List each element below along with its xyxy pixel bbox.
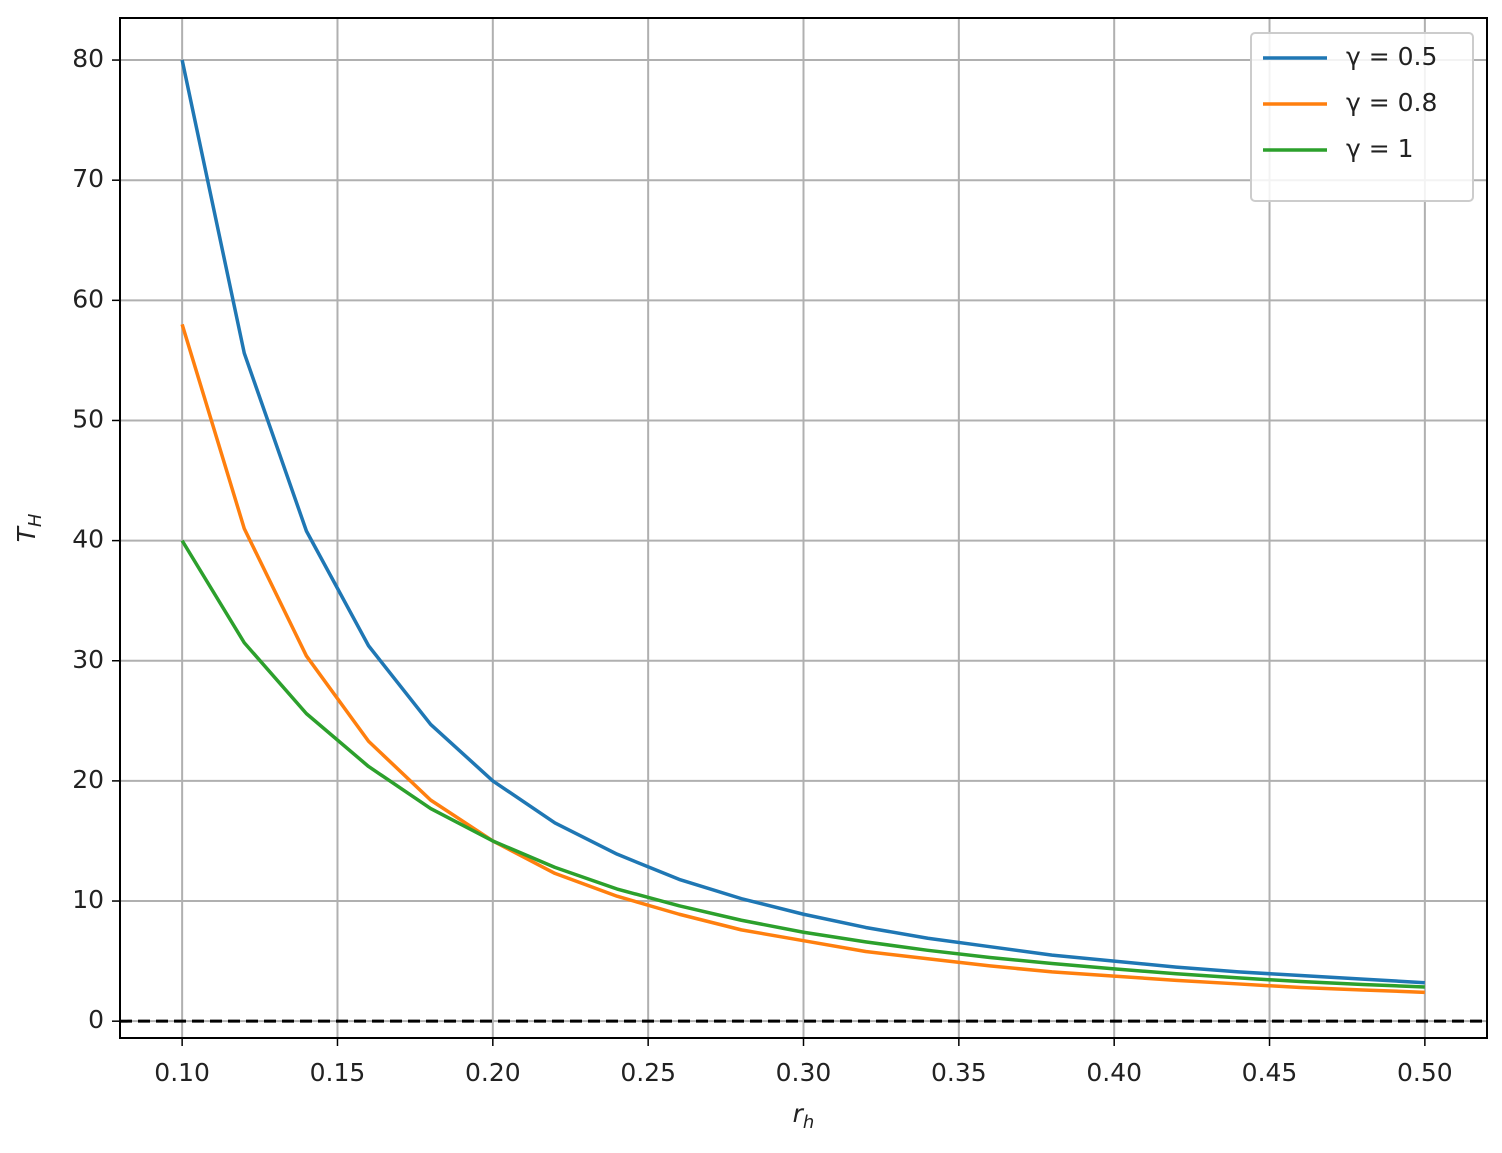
series-line bbox=[180, 539, 1425, 989]
series-line bbox=[180, 323, 1425, 995]
y-axis-label-sub: H bbox=[25, 513, 46, 527]
y-tick-label: 30 bbox=[72, 645, 104, 674]
y-tick-label: 70 bbox=[72, 164, 104, 193]
x-axis-label-main: r bbox=[793, 1099, 805, 1128]
y-tick-label: 60 bbox=[72, 284, 104, 313]
plot-frame bbox=[119, 17, 1488, 1039]
y-tick-label: 0 bbox=[88, 1005, 104, 1034]
x-axis-label-sub: h bbox=[803, 1112, 814, 1133]
legend-label: γ = 0.5 bbox=[1346, 42, 1437, 71]
legend-label: γ = 0.8 bbox=[1346, 88, 1437, 117]
x-axis-label: rh bbox=[793, 1099, 815, 1133]
x-tick-label: 0.50 bbox=[1397, 1058, 1453, 1087]
legend: γ = 0.5 γ = 0.8 γ = 1 bbox=[1250, 32, 1474, 202]
y-tick-label: 20 bbox=[72, 765, 104, 794]
x-tick-label: 0.25 bbox=[620, 1058, 676, 1087]
y-axis-label-main: T bbox=[12, 525, 41, 542]
x-tick-label: 0.35 bbox=[931, 1058, 987, 1087]
y-tick-label: 50 bbox=[72, 404, 104, 433]
x-tick-label: 0.45 bbox=[1242, 1058, 1298, 1087]
series-line bbox=[180, 59, 1425, 985]
x-tick-label: 0.15 bbox=[310, 1058, 366, 1087]
x-tick-label: 0.30 bbox=[776, 1058, 832, 1087]
y-tick-label: 10 bbox=[72, 885, 104, 914]
y-tick-label: 80 bbox=[72, 44, 104, 73]
y-tick-label: 40 bbox=[72, 525, 104, 554]
x-tick-label: 0.40 bbox=[1086, 1058, 1142, 1087]
x-tick-label: 0.20 bbox=[465, 1058, 521, 1087]
y-axis-label: TH bbox=[12, 513, 46, 542]
legend-box bbox=[1250, 32, 1474, 202]
legend-label: γ = 1 bbox=[1346, 134, 1414, 163]
x-tick-label: 0.10 bbox=[154, 1058, 210, 1087]
